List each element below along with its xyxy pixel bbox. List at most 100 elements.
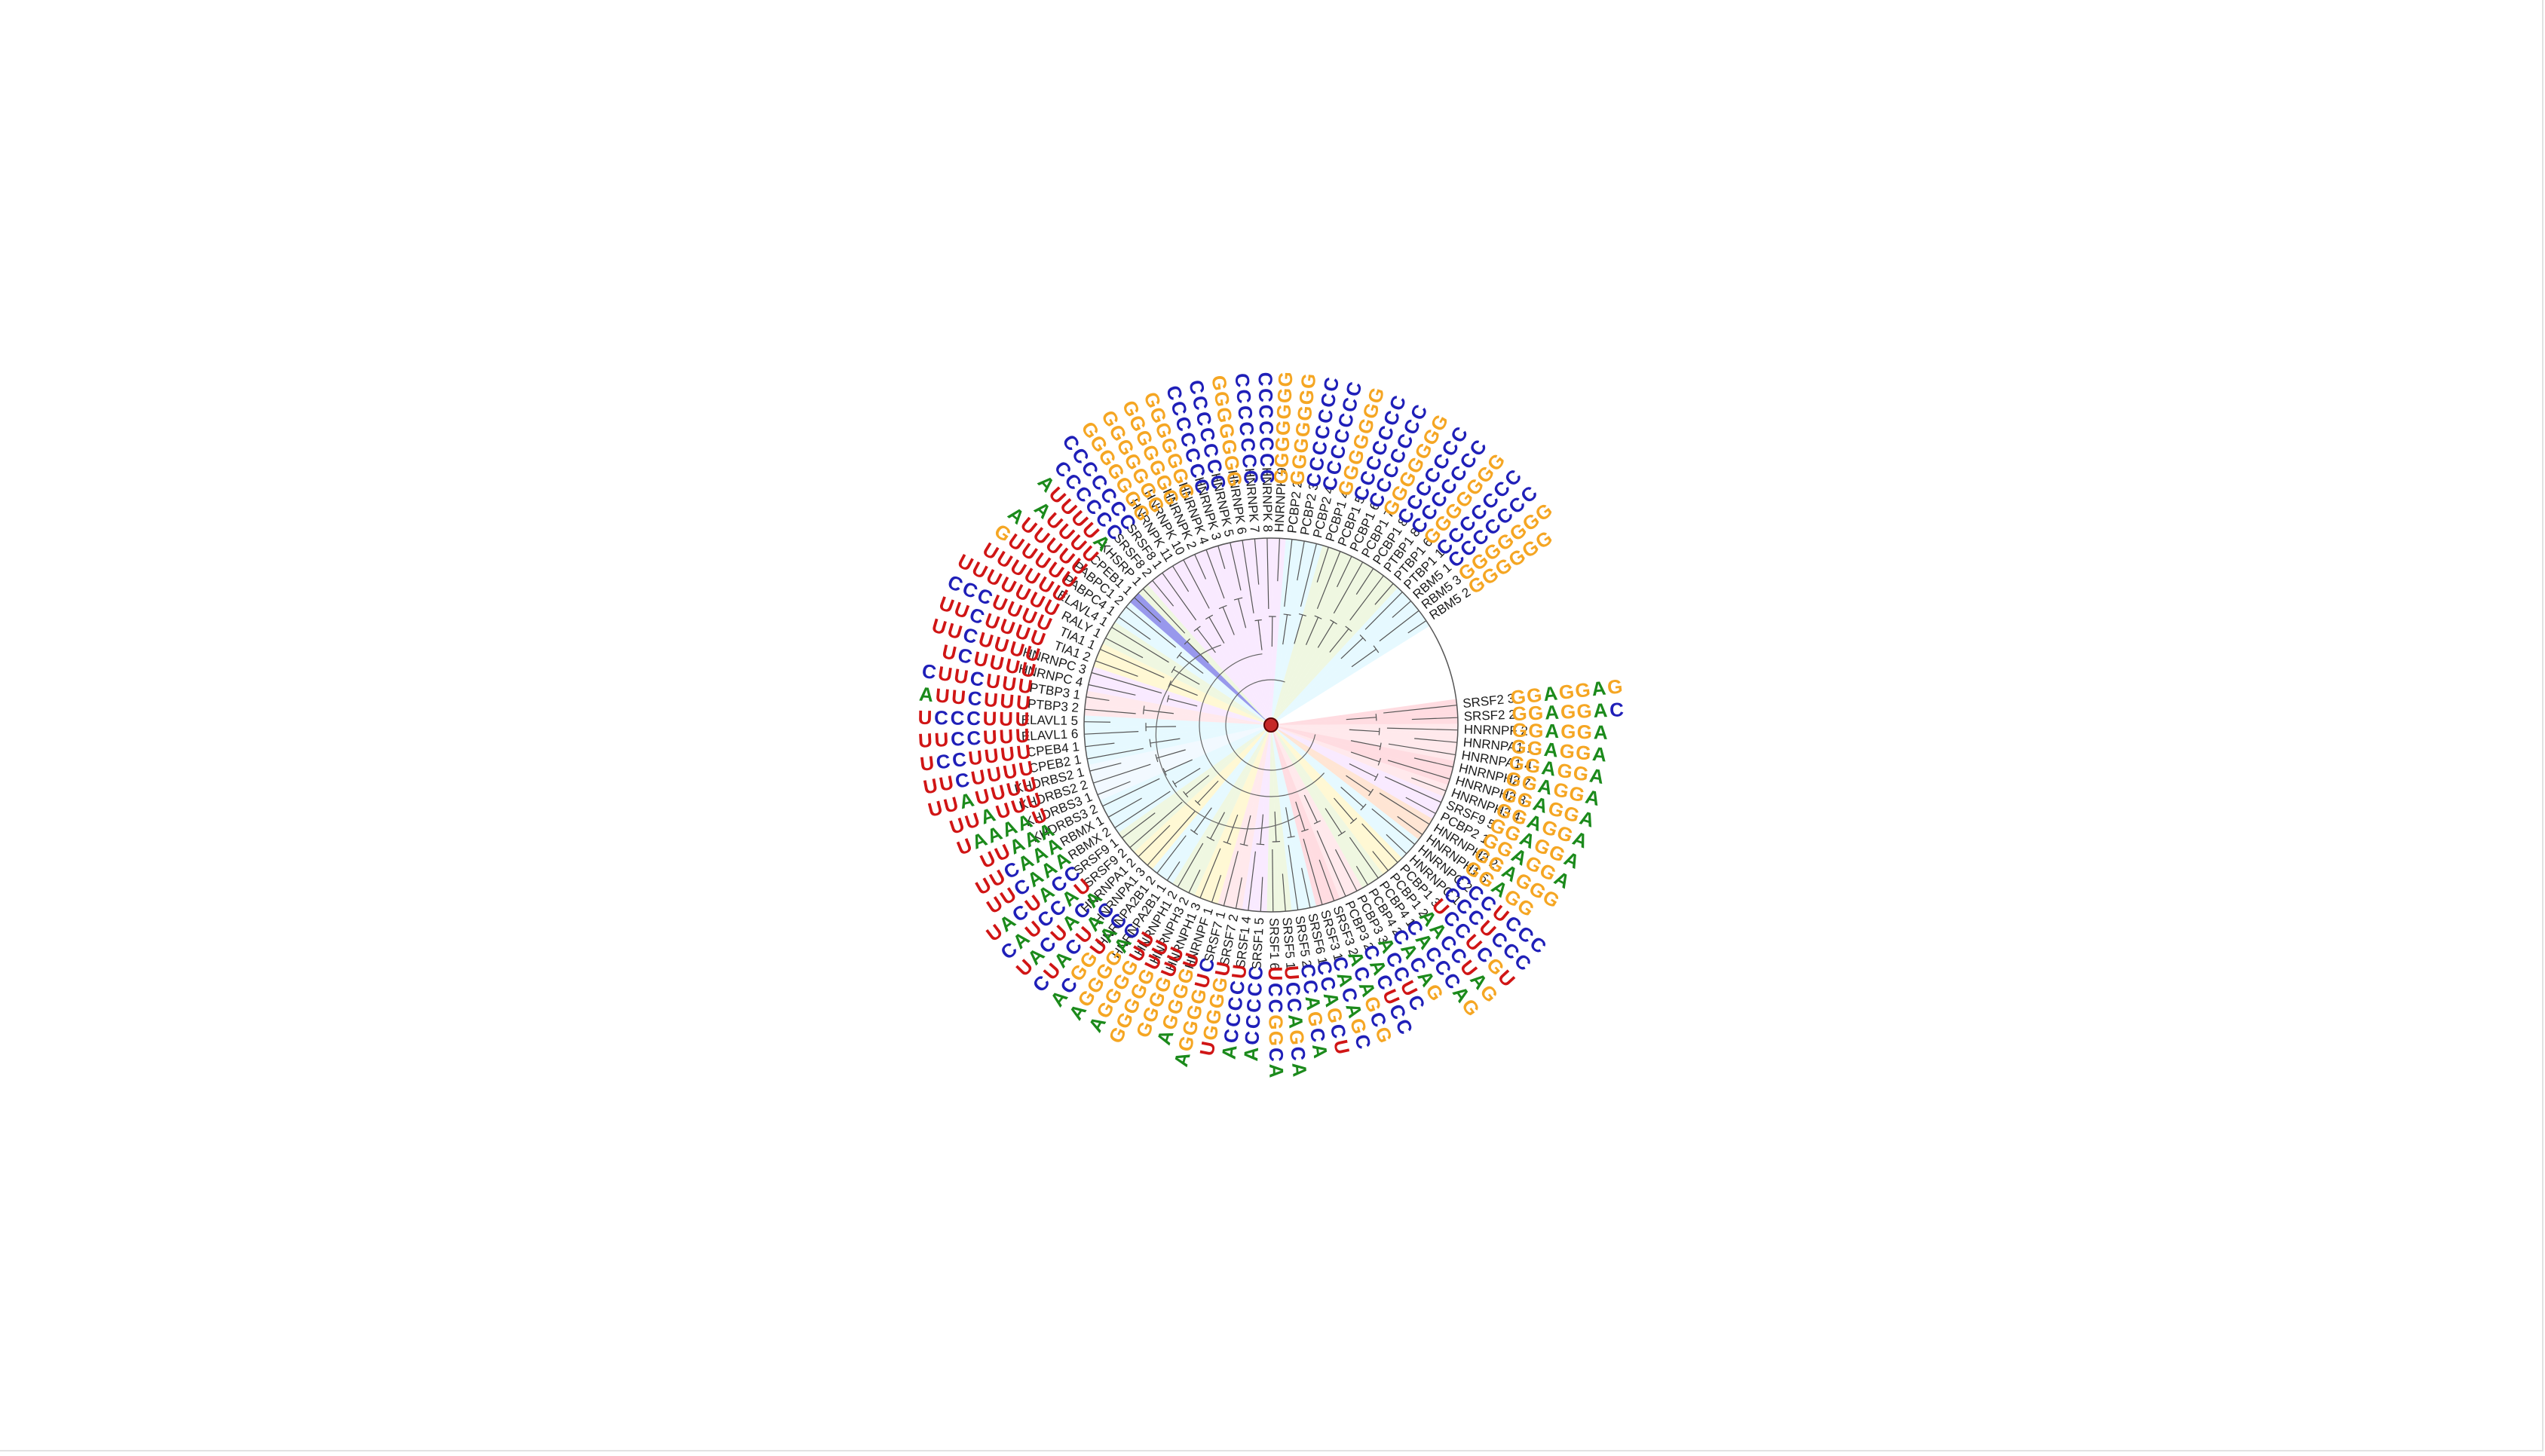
tree-branch (1346, 775, 1371, 793)
tree-branch (1387, 760, 1450, 780)
motif-letter: U (917, 729, 933, 752)
motif-letter: U (1227, 963, 1251, 980)
motif-letter: A (1591, 677, 1607, 701)
tip-circle (1083, 537, 1459, 913)
tree-branch (1298, 613, 1306, 616)
clade-sector (1271, 605, 1423, 725)
clade-sector (1271, 699, 1458, 725)
leaf-label: ELAVL1 6 (1021, 726, 1079, 744)
clade-sector (1271, 725, 1444, 809)
motif-letter: G (1270, 452, 1294, 469)
motif-letter: C (1221, 1011, 1245, 1029)
tree-branch (1187, 641, 1209, 663)
tree-branch (1349, 729, 1380, 733)
motif-letter: U (967, 745, 984, 769)
tree-branch (1178, 654, 1204, 674)
tree-branch (1087, 748, 1144, 760)
clade-sector (1271, 725, 1458, 749)
tree-branch (1122, 812, 1156, 839)
motif-letter: U (1000, 742, 1016, 766)
motif-letter: G (1526, 684, 1543, 708)
clade-sector (1183, 725, 1271, 896)
clade-sector (1093, 655, 1271, 725)
motif-letter: C (1244, 965, 1267, 981)
tree-branch (1084, 731, 1139, 735)
motif-letter: U (951, 685, 966, 708)
motif-letter: C (966, 726, 982, 750)
motif-letter: G (1293, 405, 1317, 422)
clade-sector (1111, 725, 1271, 834)
clade-sector (1095, 725, 1271, 801)
clade-sector (1271, 725, 1433, 830)
motif-letter: U (1017, 756, 1035, 781)
tree-branch (1397, 815, 1423, 835)
motif-letter: A (1265, 1063, 1288, 1078)
tree-branch (1383, 705, 1457, 714)
tree-branch (1257, 619, 1263, 650)
tree-branch (1355, 866, 1368, 886)
tree-branch (1305, 616, 1319, 645)
motif-letter: C (1238, 453, 1262, 470)
clade-sector (1271, 725, 1455, 773)
clade-sectors (1084, 537, 1458, 912)
tree-branch (1089, 762, 1122, 772)
tree-branch (1260, 876, 1263, 912)
motif-letter: U (940, 640, 959, 665)
tree-branch (1237, 598, 1247, 629)
tree-branch (1407, 620, 1427, 634)
motif-letter: C (1318, 375, 1343, 393)
motif-letter: A (1301, 994, 1325, 1011)
motif-letter: G (1289, 436, 1313, 454)
tree-branch (1173, 668, 1200, 685)
tree-root-node (1263, 717, 1279, 733)
clade-sector (1211, 543, 1271, 725)
tree-branch (1349, 763, 1377, 778)
motif-letter: G (1285, 1029, 1309, 1046)
leaf-label: SRSF5 1 (1279, 916, 1297, 969)
tree-branch (1188, 869, 1201, 893)
clade-sector (1172, 725, 1271, 890)
clade-sector (1260, 537, 1274, 725)
motif-letter: C (1341, 379, 1367, 399)
leaf-label: ELAVL1 5 (1021, 713, 1079, 728)
tree-branch (1199, 848, 1221, 898)
tree-branch (1152, 580, 1174, 607)
tree-branch (1374, 583, 1394, 605)
motif-letter: U (1000, 671, 1018, 696)
tree-branch (1243, 815, 1251, 846)
clade-sector (1271, 725, 1374, 889)
tree-branch (1340, 786, 1364, 808)
motif-letter: U (1017, 674, 1034, 698)
tree-branch (1084, 721, 1111, 723)
tree-branch (1405, 797, 1436, 814)
tree-branch (1379, 610, 1420, 642)
motif-letter: C (951, 748, 967, 772)
motif-letter: C (1296, 962, 1320, 980)
clade-sector (1147, 577, 1271, 725)
tree-branch (1227, 814, 1239, 843)
tree-branch (1377, 757, 1382, 766)
clade-sector (1089, 666, 1271, 725)
tree-branch (1125, 606, 1177, 648)
tree-branch (1375, 714, 1377, 721)
motif-letter: G (1510, 735, 1527, 759)
tree-branch (1333, 561, 1364, 614)
clade-sector (1217, 725, 1271, 907)
clade-sector (1271, 545, 1335, 725)
motif-letter: U (1001, 759, 1019, 784)
motif-letter: U (999, 690, 1015, 713)
clade-sector (1271, 725, 1340, 904)
clade-sector (1271, 558, 1368, 725)
clade-sector (1266, 725, 1280, 912)
motif-letter: G (1271, 436, 1294, 453)
tree-branch (1388, 743, 1456, 756)
clade-sector (1085, 690, 1271, 725)
clade-sector (1271, 615, 1430, 725)
tree-branch (1134, 597, 1162, 623)
motif-letter: G (1560, 700, 1576, 723)
tree-branch (1274, 811, 1277, 842)
motif-letter: G (1269, 468, 1293, 485)
clade-sector (1125, 725, 1271, 852)
clade-sector (1194, 725, 1271, 901)
